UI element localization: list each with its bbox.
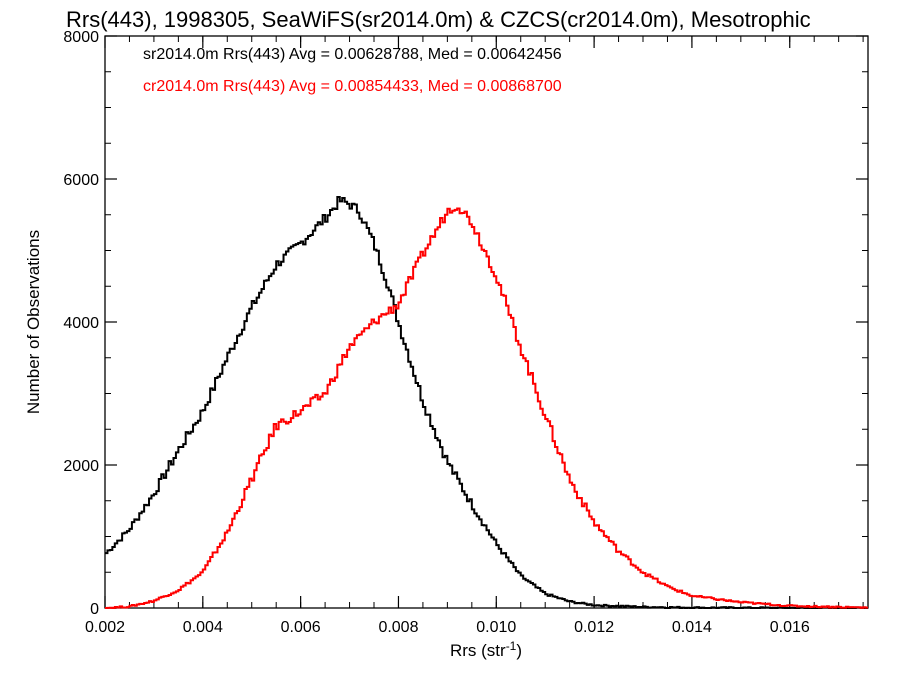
series-sr2014-line xyxy=(105,196,868,609)
series-layer xyxy=(105,196,868,609)
y-tick-label: 8000 xyxy=(63,29,99,46)
x-tick-label: 0.004 xyxy=(183,619,223,636)
series-cr2014-line xyxy=(105,207,868,609)
legend-entry-cr2014: cr2014.0m Rrs(443) Avg = 0.00854433, Med… xyxy=(143,78,562,95)
plot-frame xyxy=(104,35,869,609)
legend-entry-sr2014: sr2014.0m Rrs(443) Avg = 0.00628788, Med… xyxy=(143,46,562,63)
x-tick-label: 0.010 xyxy=(476,619,516,636)
x-tick-label: 0.014 xyxy=(672,619,712,636)
y-tick-label: 2000 xyxy=(63,458,99,475)
x-axis-title-superscript: -1 xyxy=(506,639,517,653)
x-tick-label: 0.012 xyxy=(574,619,614,636)
x-axis-title: Rrs (str-1) xyxy=(450,639,522,660)
y-tick-label: 6000 xyxy=(63,172,99,189)
y-tick-label: 4000 xyxy=(63,315,99,332)
x-axis-ticks: 0.002 0.004 0.006 0.008 0.010 0.012 0.014 0.016 xyxy=(85,36,864,636)
y-axis-ticks: 0 2000 4000 6000 8000 xyxy=(63,29,868,618)
x-tick-label: 0.016 xyxy=(770,619,810,636)
chart-title: Rrs(443), 1998305, SeaWiFS(sr2014.0m) & … xyxy=(66,7,811,32)
x-tick-label: 0.008 xyxy=(378,619,418,636)
x-axis-title-close: ) xyxy=(516,641,522,660)
x-axis-title-main: Rrs (str xyxy=(450,641,506,660)
y-axis-title: Number of Observations xyxy=(24,230,43,414)
y-tick-label: 0 xyxy=(90,601,99,618)
x-tick-label: 0.002 xyxy=(85,619,125,636)
x-tick-label: 0.006 xyxy=(281,619,321,636)
